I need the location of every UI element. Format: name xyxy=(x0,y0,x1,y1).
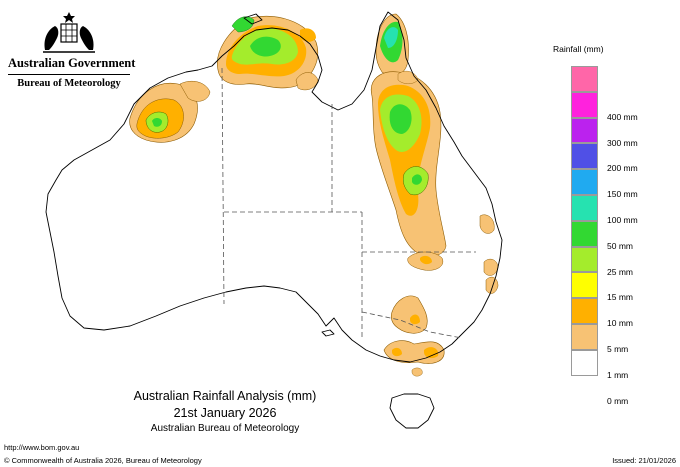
map-date: 21st January 2026 xyxy=(173,406,277,420)
legend-swatch xyxy=(571,91,598,118)
rain-area-gulf-west xyxy=(295,72,319,91)
legend-label: 0 mm xyxy=(607,395,629,406)
rain-area-qld-coast-south xyxy=(483,258,499,276)
rain-area-vic-core-2 xyxy=(424,347,439,359)
mainland-coastline xyxy=(45,11,503,363)
legend-label: 400 mm xyxy=(607,111,638,122)
legend-label: 300 mm xyxy=(607,137,638,148)
legend-swatch xyxy=(571,323,598,350)
state-borders xyxy=(221,67,476,340)
legend-swatch xyxy=(571,220,598,247)
rain-area-vic-core-1 xyxy=(392,347,402,357)
legend-swatch xyxy=(571,117,598,144)
legend-swatch xyxy=(571,143,598,170)
legend-swatch xyxy=(571,349,598,376)
rain-area-nsw-west-core xyxy=(410,314,420,325)
rain-area-qld-border-core xyxy=(420,255,432,265)
kangaroo-island xyxy=(321,329,335,337)
map-title: Australian Rainfall Analysis (mm) xyxy=(133,389,317,403)
legend-swatch xyxy=(571,194,598,221)
nsw-vic-border xyxy=(361,311,463,339)
legend-swatch xyxy=(571,298,598,324)
rain-area-topend-25mm xyxy=(250,36,281,57)
coastline xyxy=(45,11,503,429)
rain-area-kimberley-25mm xyxy=(152,118,162,127)
legend-swatch xyxy=(571,272,598,299)
legend-swatch xyxy=(571,246,598,273)
government-title: Australian Government xyxy=(8,56,136,70)
bom-url-link[interactable]: http://www.bom.gov.au xyxy=(4,443,80,452)
rain-area-nsw-coast xyxy=(485,276,499,294)
rain-area-fraser xyxy=(479,214,495,234)
rainfall-overlay xyxy=(129,13,499,377)
coat-of-arms-emblem xyxy=(43,12,95,53)
legend-swatch xyxy=(571,169,598,195)
legend-title: Rainfall (mm) xyxy=(553,44,604,54)
rain-area-topend-north xyxy=(231,16,255,33)
legend-label: 25 mm xyxy=(607,266,633,277)
issued-date: Issued: 21/01/2026 xyxy=(612,456,676,465)
legend-label: 150 mm xyxy=(607,189,638,200)
legend-swatch xyxy=(571,66,598,92)
bureau-title: Bureau of Meteorology xyxy=(17,78,121,89)
legend-label: 10 mm xyxy=(607,318,633,329)
rain-area-kimberley-east xyxy=(179,81,211,102)
legend-label: 15 mm xyxy=(607,292,633,303)
legend-label: 5 mm xyxy=(607,343,629,354)
map-source: Australian Bureau of Meteorology xyxy=(150,423,300,434)
rain-area-qld-25mm xyxy=(389,104,412,134)
wa-border xyxy=(221,67,225,305)
rain-area-arnhem-east xyxy=(300,28,316,42)
legend-label: 1 mm xyxy=(607,369,629,380)
copyright-text: © Commonwealth of Australia 2026, Bureau… xyxy=(4,456,202,465)
rain-area-cape-york-teal xyxy=(384,27,398,48)
legend-label: 200 mm xyxy=(607,163,638,174)
melville-island xyxy=(243,13,263,25)
tasmania-coastline xyxy=(389,393,435,429)
header-divider xyxy=(8,74,130,75)
rain-area-gippsland xyxy=(411,367,423,377)
legend-label: 100 mm xyxy=(607,214,638,225)
legend-label: 50 mm xyxy=(607,240,633,251)
logo-block: Australian Government Bureau of Meteorol… xyxy=(8,10,136,89)
rain-area-qld-central-core xyxy=(412,174,422,185)
rain-area-nsw-west xyxy=(390,295,428,334)
